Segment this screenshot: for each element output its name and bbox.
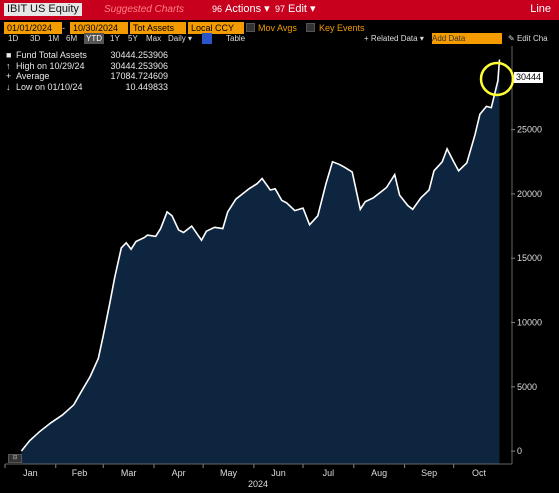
x-tick-label: Mar <box>121 468 137 478</box>
mov-avgs-label: Mov Avgs <box>258 23 297 33</box>
x-tick-label: May <box>220 468 238 478</box>
chart-legend: ■ Fund Total Assets 30444.253906 ↑ High on … <box>6 50 170 92</box>
last-value-label: 30444 <box>514 72 544 83</box>
x-tick-label: Jun <box>271 468 286 478</box>
frequency-label: Daily <box>168 34 186 43</box>
legend-series-marker: ■ <box>6 50 12 60</box>
edit-number: 97 <box>275 4 286 14</box>
suggested-charts-button[interactable]: Suggested Charts <box>104 4 185 15</box>
x-tick-label: Apr <box>172 468 186 478</box>
related-data-label: Related Data <box>370 34 418 43</box>
x-tick-label: Jan <box>23 468 38 478</box>
legend-high-label: High on 10/29/24 <box>16 60 85 71</box>
legend-series-label: Fund Total Assets <box>16 50 87 60</box>
add-data-input[interactable]: Add Data <box>432 33 502 44</box>
edit-menu[interactable]: 97 Edit ▾ <box>275 3 316 15</box>
currency-selector[interactable]: Local CCY <box>188 22 244 34</box>
table-button[interactable]: Table <box>226 34 246 43</box>
key-events-checkbox[interactable] <box>306 23 315 32</box>
table-toggle-icon[interactable] <box>202 33 212 44</box>
related-data-button[interactable]: + Related Data ▾ <box>364 34 424 43</box>
legend-low-label: Low on 01/10/24 <box>16 81 83 92</box>
x-tick-label: Jul <box>323 468 335 478</box>
settings-row: 01/01/2024 - 10/30/2024 Tot Assets Local… <box>0 22 559 35</box>
y-tick-label: 20000 <box>517 189 542 199</box>
start-date-field[interactable]: 01/01/2024 <box>4 22 62 34</box>
frequency-selector[interactable]: Daily ▾ <box>168 34 193 43</box>
legend-avg-marker: + <box>6 71 12 81</box>
period-max[interactable]: Max <box>146 34 162 43</box>
legend-high-marker: ↑ <box>6 60 11 71</box>
legend-low-row: ↓ Low on 01/10/24 10.449833 <box>6 82 170 93</box>
period-1y[interactable]: 1Y <box>110 34 120 43</box>
field-selector[interactable]: Tot Assets <box>130 22 186 34</box>
y-tick-label: 10000 <box>517 318 542 328</box>
mov-avgs-checkbox[interactable] <box>246 23 255 32</box>
x-tick-label: Feb <box>72 468 88 478</box>
zoom-toggle-icon[interactable]: ⊟ <box>8 454 22 463</box>
legend-high-value: 30444.253906 <box>110 60 168 71</box>
end-date-field[interactable]: 10/30/2024 <box>70 22 128 34</box>
edit-chart-button[interactable]: ✎ Edit Cha <box>508 34 548 43</box>
actions-menu[interactable]: 96 Actions ▾ <box>212 3 270 15</box>
y-axis: 0 5000 10000 15000 20000 25000 <box>511 125 542 456</box>
series-line <box>20 59 501 452</box>
date-separator: - <box>62 23 65 33</box>
period-ytd[interactable]: YTD <box>84 33 104 44</box>
period-5y[interactable]: 5Y <box>128 34 138 43</box>
period-3d[interactable]: 3D <box>30 34 41 43</box>
period-1d[interactable]: 1D <box>8 34 19 43</box>
legend-avg-value: 17084.724609 <box>110 71 168 81</box>
legend-avg-row: + Average 17084.724609 <box>6 71 170 82</box>
period-row: 1D 3D 1M 6M YTD 1Y 5Y Max Daily ▾ Table … <box>0 33 559 46</box>
actions-label: Actions <box>225 3 262 15</box>
edit-chart-label: Edit Cha <box>516 34 548 43</box>
edit-label: Edit <box>288 3 307 15</box>
y-tick-label: 25000 <box>517 125 542 135</box>
x-tick-label: Oct <box>472 468 487 478</box>
y-tick-label: 0 <box>517 446 522 456</box>
area-fill <box>21 59 500 464</box>
legend-low-marker: ↓ <box>6 81 11 92</box>
y-tick-label: 5000 <box>517 382 537 392</box>
legend-series-row: ■ Fund Total Assets 30444.253906 <box>6 50 170 61</box>
x-year-label: 2024 <box>248 479 268 489</box>
legend-high-row: ↑ High on 10/29/24 30444.253906 <box>6 61 170 72</box>
x-tick-label: Sep <box>421 468 437 478</box>
ticker-field[interactable]: IBIT US Equity <box>4 3 82 16</box>
key-events-label: Key Events <box>319 23 365 33</box>
x-tick-label: Aug <box>371 468 387 478</box>
legend-low-value: 10.449833 <box>125 81 168 92</box>
x-axis: Jan Feb Mar Apr May Jun Jul Aug Sep Oct 2024 <box>4 464 487 489</box>
legend-series-value: 30444.253906 <box>110 50 168 60</box>
chart-type-line[interactable]: Line <box>530 3 551 15</box>
top-toolbar: IBIT US Equity Suggested Charts 96 Action… <box>0 0 559 20</box>
period-1m[interactable]: 1M <box>48 34 60 43</box>
period-6m[interactable]: 6M <box>66 34 78 43</box>
highlight-circle <box>479 61 515 97</box>
actions-number: 96 <box>212 4 223 14</box>
legend-avg-label: Average <box>16 71 50 81</box>
y-tick-label: 15000 <box>517 253 542 263</box>
